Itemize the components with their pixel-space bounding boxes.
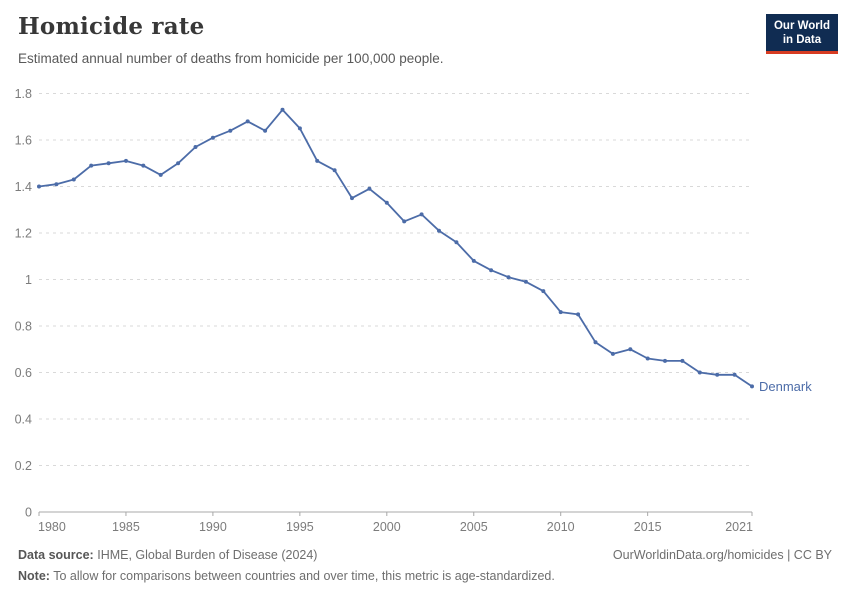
footer-citation-link[interactable]: OurWorldinData.org/homicides | CC BY bbox=[612, 548, 832, 562]
x-tick-label: 1990 bbox=[199, 520, 227, 534]
y-tick-label: 1.2 bbox=[15, 227, 32, 241]
data-point bbox=[610, 351, 615, 356]
data-point bbox=[523, 279, 528, 284]
data-point bbox=[715, 372, 720, 377]
x-tick-label: 2015 bbox=[634, 520, 662, 534]
data-point bbox=[210, 135, 215, 140]
data-point bbox=[437, 228, 441, 233]
data-point bbox=[124, 158, 128, 163]
data-point bbox=[106, 161, 111, 166]
data-point bbox=[71, 177, 76, 182]
data-point bbox=[732, 372, 737, 377]
data-point bbox=[89, 163, 94, 168]
data-point bbox=[750, 384, 754, 389]
x-tick-label: 1985 bbox=[112, 520, 140, 534]
data-point bbox=[228, 128, 233, 133]
y-tick-label: 0.2 bbox=[15, 459, 32, 473]
x-tick-label: 2000 bbox=[373, 520, 401, 534]
data-point bbox=[367, 186, 372, 191]
chart-header: Homicide rate Estimated annual number of… bbox=[18, 13, 740, 66]
data-point bbox=[628, 347, 633, 352]
x-tick-label: 2021 bbox=[725, 520, 753, 534]
note-label: Note: bbox=[18, 569, 50, 583]
y-tick-label: 1.6 bbox=[15, 134, 32, 148]
data-point bbox=[350, 196, 354, 201]
data-point bbox=[558, 310, 563, 315]
chart-subtitle: Estimated annual number of deaths from h… bbox=[18, 51, 444, 66]
chart-footer: Data source: IHME, Global Burden of Dise… bbox=[18, 545, 832, 587]
data-point bbox=[471, 258, 476, 263]
data-source-text: IHME, Global Burden of Disease (2024) bbox=[97, 548, 318, 562]
data-point bbox=[141, 163, 146, 168]
trend-line bbox=[38, 108, 753, 388]
x-tick-label: 1980 bbox=[38, 520, 66, 534]
y-tick-label: 0.6 bbox=[15, 366, 32, 380]
page-title: Homicide rate bbox=[18, 13, 205, 40]
data-point bbox=[454, 240, 459, 245]
data-point bbox=[645, 356, 650, 361]
data-source-label: Data source: bbox=[18, 548, 94, 562]
data-point bbox=[680, 358, 685, 363]
y-tick-label: 1 bbox=[25, 273, 32, 287]
data-point bbox=[176, 161, 181, 166]
x-tick-label: 2010 bbox=[547, 520, 575, 534]
data-source-line: Data source: IHME, Global Burden of Dise… bbox=[18, 545, 832, 566]
owid-logo[interactable]: Our World in Data bbox=[765, 14, 838, 54]
note-text: To allow for comparisons between countri… bbox=[53, 569, 555, 583]
owid-logo-line1: Our World bbox=[773, 20, 830, 32]
data-point bbox=[280, 107, 285, 112]
y-tick-label: 0 bbox=[25, 506, 32, 520]
data-point bbox=[37, 184, 41, 189]
data-point bbox=[489, 268, 494, 273]
data-point bbox=[193, 145, 198, 149]
data-point bbox=[402, 219, 407, 224]
data-point bbox=[54, 182, 59, 187]
data-point bbox=[384, 200, 389, 205]
y-tick-label: 0.8 bbox=[15, 320, 32, 334]
data-point bbox=[297, 126, 302, 131]
series-label[interactable]: Denmark bbox=[759, 379, 812, 394]
data-point bbox=[593, 340, 598, 345]
data-point bbox=[506, 275, 511, 280]
data-point bbox=[541, 289, 546, 294]
data-point bbox=[697, 370, 702, 375]
data-point bbox=[419, 212, 424, 217]
data-point bbox=[663, 358, 667, 363]
data-point bbox=[576, 312, 581, 317]
data-point bbox=[332, 168, 337, 173]
data-point bbox=[245, 119, 250, 124]
data-point bbox=[315, 158, 320, 163]
y-tick-label: 0.4 bbox=[15, 413, 32, 427]
owid-logo-line2: in Data bbox=[782, 34, 822, 46]
x-tick-label: 1995 bbox=[286, 520, 314, 534]
y-tick-label: 1.8 bbox=[15, 87, 32, 101]
y-tick-label: 1.4 bbox=[15, 180, 32, 194]
x-tick-label: 2005 bbox=[460, 520, 488, 534]
data-point bbox=[158, 172, 163, 177]
data-point bbox=[263, 128, 268, 133]
note-line: Note: To allow for comparisons between c… bbox=[18, 566, 832, 587]
